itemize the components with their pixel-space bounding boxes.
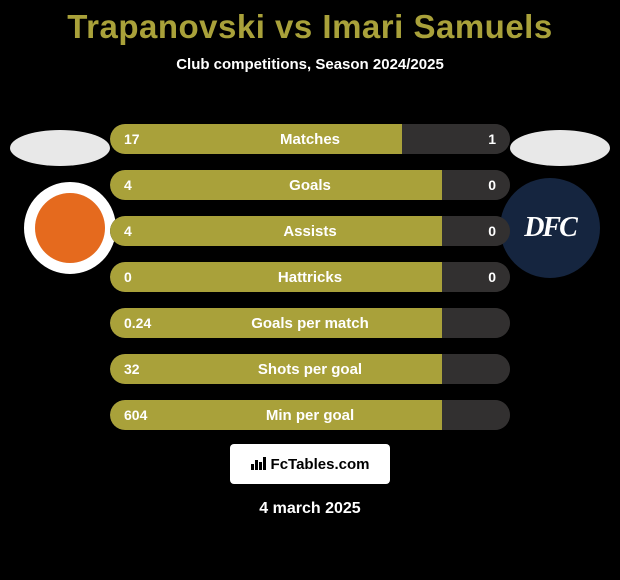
stat-bar-left [110,216,442,246]
fctables-logo[interactable]: FcTables.com [230,444,390,484]
stat-bar-left [110,124,402,154]
chart-icon [251,456,267,472]
stat-bar-left [110,400,442,430]
stat-bar-left [110,170,442,200]
flag-right-icon [510,130,610,166]
stat-row: Goals40 [110,170,510,200]
stat-row: Min per goal604 [110,400,510,430]
flag-left-icon [10,130,110,166]
stat-bar-right [402,124,510,154]
stat-bar-right [442,354,510,384]
page-title: Trapanovski vs Imari Samuels [0,0,620,46]
stat-bar-left [110,308,442,338]
stat-bar-left [110,262,442,292]
stat-bar-right [442,308,510,338]
stat-row: Shots per goal32 [110,354,510,384]
page-subtitle: Club competitions, Season 2024/2025 [0,56,620,73]
stat-bar-right [442,400,510,430]
stat-row: Assists40 [110,216,510,246]
stat-bar-right [442,216,510,246]
fctables-logo-text: FcTables.com [271,456,370,473]
stat-bar-right [442,170,510,200]
stat-row: Goals per match0.24 [110,308,510,338]
comparison-bars: Matches171 Goals40 Assists40 Hattricks00 Goa… [110,124,510,446]
footer-date: 4 march 2025 [0,500,620,518]
club-badge-left-inner [35,193,105,263]
stat-row: Hattricks00 [110,262,510,292]
stat-row: Matches171 [110,124,510,154]
club-badge-right: DFC [500,178,600,278]
club-badge-right-text: DFC [524,212,576,244]
stat-bar-right [442,262,510,292]
stat-bar-left [110,354,442,384]
club-badge-left [20,178,120,278]
comparison-card: Trapanovski vs Imari Samuels Club compet… [0,0,620,580]
